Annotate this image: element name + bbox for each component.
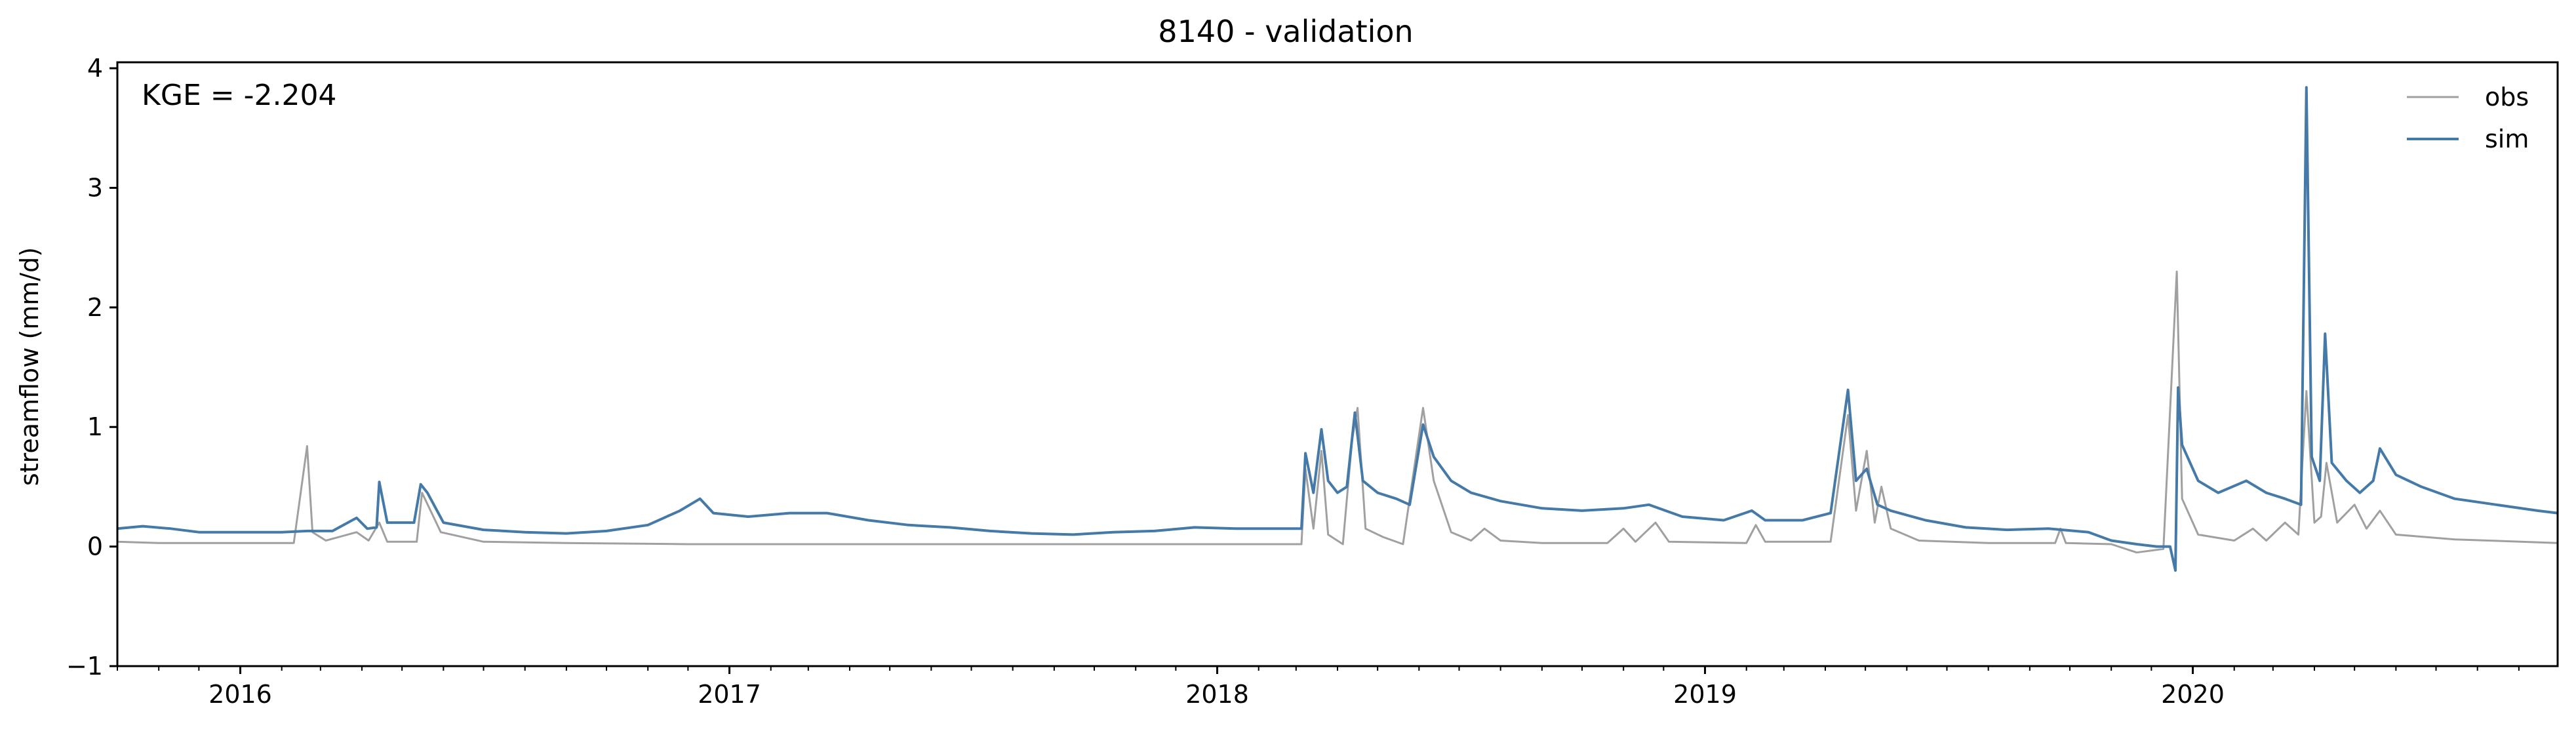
y-axis-label: streamflow (mm/d) [15, 247, 44, 486]
y-tick-label: 0 [87, 532, 103, 561]
series-line-obs [117, 270, 2558, 554]
x-tick-label: 2020 [2161, 680, 2225, 709]
x-ticks: 2016 2017 2018 2019 2020 [117, 666, 2520, 709]
x-tick-label: 2019 [1673, 680, 1737, 709]
legend-label-obs: obs [2485, 83, 2529, 111]
y-tick-label: −1 [66, 652, 103, 681]
y-tick-label: 2 [87, 293, 103, 322]
x-tick-label: 2017 [698, 680, 761, 709]
kge-annotation: KGE = -2.204 [142, 79, 336, 112]
x-tick-label: 2016 [208, 680, 272, 709]
series-line-sim [117, 86, 2558, 572]
y-tick-label: 3 [87, 173, 103, 202]
y-tick-label: 1 [87, 412, 103, 441]
x-tick-label: 2018 [1185, 680, 1249, 709]
y-tick-label: 4 [87, 54, 103, 83]
legend-label-sim: sim [2485, 125, 2529, 153]
series-layer [117, 86, 2558, 572]
legend: obs sim [2407, 83, 2529, 153]
chart-title: 8140 - validation [1158, 14, 1413, 49]
y-ticks: −1 0 1 2 3 4 [66, 54, 117, 681]
